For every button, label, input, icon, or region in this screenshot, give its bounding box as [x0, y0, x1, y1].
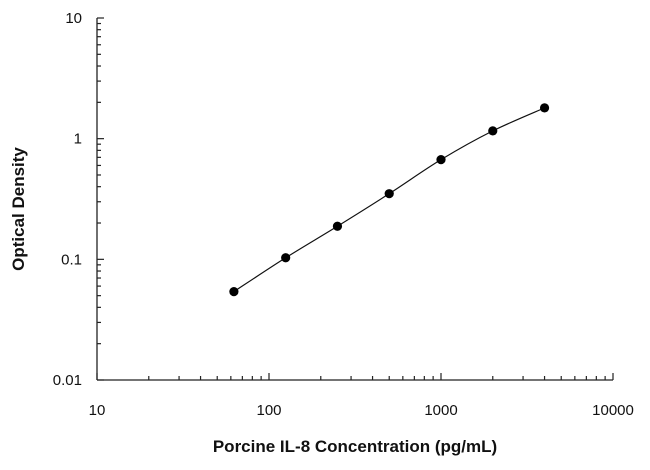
y-tick-label: 0.01 — [53, 372, 82, 389]
x-tick-label: 10 — [89, 402, 106, 419]
fit-curve — [233, 107, 545, 293]
y-tick-label: 1 — [74, 131, 82, 148]
data-points — [229, 103, 550, 297]
tick-labels: 10 100 1000 10000 0.01 0.1 1 10 — [53, 10, 634, 419]
data-point — [229, 287, 239, 297]
x-tick-label: 1000 — [424, 402, 457, 419]
axes — [96, 18, 613, 381]
ticks — [96, 17, 614, 381]
data-point — [384, 189, 394, 199]
y-tick-label: 10 — [65, 10, 82, 27]
data-point — [436, 155, 446, 165]
data-point — [281, 253, 291, 263]
x-tick-label: 100 — [256, 402, 281, 419]
y-tick-label: 0.1 — [61, 251, 82, 268]
x-axis-title: Porcine IL-8 Concentration (pg/mL) — [213, 437, 497, 456]
y-axis-title: Optical Density — [9, 147, 28, 271]
x-tick-label: 10000 — [592, 402, 634, 419]
data-point — [539, 103, 550, 113]
data-point — [332, 221, 343, 231]
data-point — [488, 126, 498, 136]
